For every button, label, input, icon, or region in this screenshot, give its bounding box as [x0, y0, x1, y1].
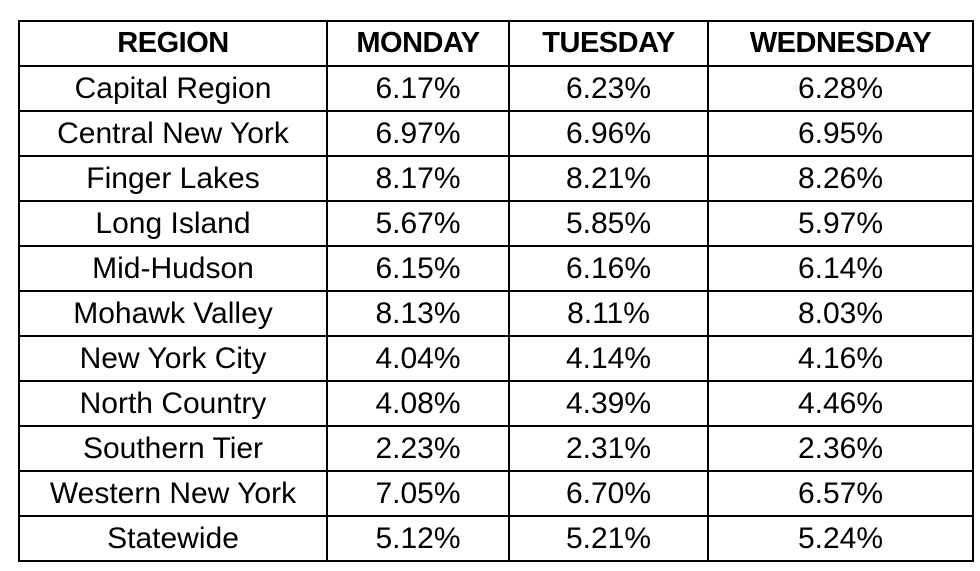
- monday-value-cell: 4.04%: [326, 335, 510, 382]
- region-name-cell: Capital Region: [18, 65, 328, 112]
- region-name-cell: Mohawk Valley: [18, 290, 328, 337]
- table-row: Central New York 6.97% 6.96% 6.95%: [18, 110, 974, 157]
- table-row: Capital Region 6.17% 6.23% 6.28%: [18, 65, 974, 112]
- tuesday-value-cell: 5.21%: [508, 515, 709, 562]
- wednesday-value-cell: 6.57%: [707, 470, 974, 517]
- region-name-cell: Southern Tier: [18, 425, 328, 472]
- monday-value-cell: 6.15%: [326, 245, 510, 292]
- tuesday-value-cell: 6.96%: [508, 110, 709, 157]
- monday-value-cell: 7.05%: [326, 470, 510, 517]
- wednesday-value-cell: 5.97%: [707, 200, 974, 247]
- monday-value-cell: 4.08%: [326, 380, 510, 427]
- region-name-cell: New York City: [18, 335, 328, 382]
- tuesday-value-cell: 4.39%: [508, 380, 709, 427]
- table-row: Mohawk Valley 8.13% 8.11% 8.03%: [18, 290, 974, 337]
- table-row: New York City 4.04% 4.14% 4.16%: [18, 335, 974, 382]
- table-row: North Country 4.08% 4.39% 4.46%: [18, 380, 974, 427]
- table-body: Capital Region 6.17% 6.23% 6.28% Central New…: [18, 65, 974, 562]
- column-header-wednesday: WEDNESDAY: [707, 20, 974, 67]
- column-header-region: REGION: [18, 20, 328, 67]
- monday-value-cell: 6.97%: [326, 110, 510, 157]
- monday-value-cell: 2.23%: [326, 425, 510, 472]
- tuesday-value-cell: 4.14%: [508, 335, 709, 382]
- region-name-cell: North Country: [18, 380, 328, 427]
- wednesday-value-cell: 8.26%: [707, 155, 974, 202]
- table-row: Mid-Hudson 6.15% 6.16% 6.14%: [18, 245, 974, 292]
- column-header-tuesday: TUESDAY: [508, 20, 709, 67]
- table-row: Long Island 5.67% 5.85% 5.97%: [18, 200, 974, 247]
- table-header-row: REGION MONDAY TUESDAY WEDNESDAY: [18, 20, 974, 67]
- region-name-cell: Finger Lakes: [18, 155, 328, 202]
- monday-value-cell: 8.13%: [326, 290, 510, 337]
- tuesday-value-cell: 5.85%: [508, 200, 709, 247]
- column-header-monday: MONDAY: [326, 20, 510, 67]
- region-name-cell: Long Island: [18, 200, 328, 247]
- table-row: Statewide 5.12% 5.21% 5.24%: [18, 515, 974, 562]
- monday-value-cell: 5.12%: [326, 515, 510, 562]
- table-row: Western New York 7.05% 6.70% 6.57%: [18, 470, 974, 517]
- tuesday-value-cell: 8.11%: [508, 290, 709, 337]
- wednesday-value-cell: 6.14%: [707, 245, 974, 292]
- table-row: Finger Lakes 8.17% 8.21% 8.26%: [18, 155, 974, 202]
- monday-value-cell: 8.17%: [326, 155, 510, 202]
- region-positivity-table: REGION MONDAY TUESDAY WEDNESDAY Capital …: [18, 20, 974, 562]
- wednesday-value-cell: 5.24%: [707, 515, 974, 562]
- wednesday-value-cell: 4.16%: [707, 335, 974, 382]
- monday-value-cell: 6.17%: [326, 65, 510, 112]
- monday-value-cell: 5.67%: [326, 200, 510, 247]
- tuesday-value-cell: 6.16%: [508, 245, 709, 292]
- tuesday-value-cell: 2.31%: [508, 425, 709, 472]
- region-name-cell: Western New York: [18, 470, 328, 517]
- wednesday-value-cell: 6.95%: [707, 110, 974, 157]
- tuesday-value-cell: 6.23%: [508, 65, 709, 112]
- tuesday-value-cell: 6.70%: [508, 470, 709, 517]
- table-row: Southern Tier 2.23% 2.31% 2.36%: [18, 425, 974, 472]
- wednesday-value-cell: 8.03%: [707, 290, 974, 337]
- tuesday-value-cell: 8.21%: [508, 155, 709, 202]
- wednesday-value-cell: 2.36%: [707, 425, 974, 472]
- region-name-cell: Mid-Hudson: [18, 245, 328, 292]
- wednesday-value-cell: 6.28%: [707, 65, 974, 112]
- data-table-container: REGION MONDAY TUESDAY WEDNESDAY Capital …: [18, 20, 974, 562]
- wednesday-value-cell: 4.46%: [707, 380, 974, 427]
- region-name-cell: Central New York: [18, 110, 328, 157]
- region-name-cell: Statewide: [18, 515, 328, 562]
